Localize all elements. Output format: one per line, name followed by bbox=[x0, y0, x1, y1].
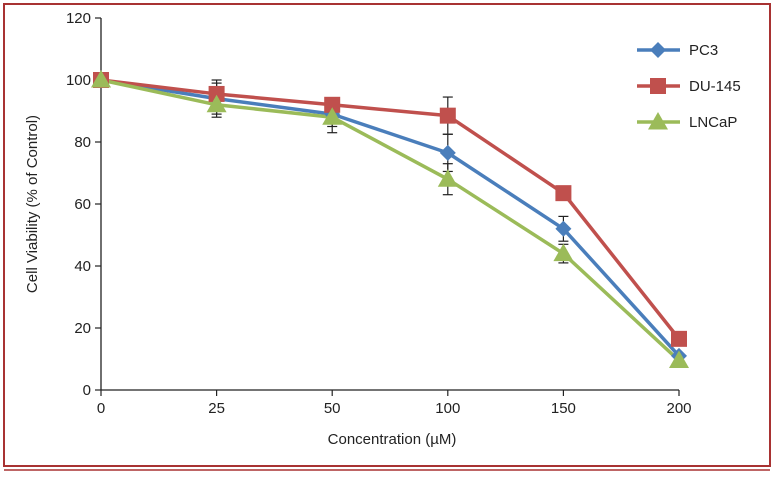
y-tick-label: 60 bbox=[74, 196, 91, 213]
data-point-lncap bbox=[322, 107, 343, 125]
data-point-pc3 bbox=[555, 220, 572, 237]
series-lines bbox=[100, 78, 681, 362]
data-point-du-145 bbox=[324, 96, 341, 113]
data-point-du-145 bbox=[555, 185, 572, 202]
data-point-du-145 bbox=[208, 85, 225, 102]
legend-item-lncap: LNCaP bbox=[637, 112, 737, 131]
legend-marker bbox=[650, 78, 666, 94]
y-tick-label: 80 bbox=[74, 134, 91, 151]
legend-marker bbox=[650, 42, 666, 58]
x-tick-label: 0 bbox=[97, 400, 105, 417]
frame-border bbox=[3, 3, 771, 467]
x-axis-title: Concentration (µM) bbox=[328, 431, 457, 448]
y-tick-label: 100 bbox=[66, 72, 91, 89]
data-point-lncap bbox=[437, 169, 458, 187]
legend-label: LNCaP bbox=[689, 114, 737, 131]
x-tick-label: 25 bbox=[208, 400, 225, 417]
y-tick-label: 20 bbox=[74, 320, 91, 337]
legend-marker bbox=[648, 112, 668, 130]
data-point-lncap bbox=[206, 94, 227, 113]
data-point-pc3 bbox=[439, 144, 456, 161]
y-axis-title: Cell Viability (% of Control) bbox=[24, 115, 41, 293]
series-line-lncap bbox=[100, 78, 681, 362]
x-ticks: 0 25 50 100 150 200 bbox=[97, 390, 692, 417]
x-tick-label: 200 bbox=[666, 400, 691, 417]
data-point-lncap bbox=[669, 350, 689, 369]
x-tick-label: 50 bbox=[324, 400, 341, 417]
y-ticks: 0 20 40 60 80 100 120 bbox=[66, 10, 101, 399]
y-tick-label: 0 bbox=[83, 382, 91, 399]
series-line-pc3 bbox=[100, 78, 681, 358]
legend: PC3 DU-145 LNCaP bbox=[637, 42, 741, 131]
y-tick-label: 120 bbox=[66, 10, 91, 27]
data-point-du-145 bbox=[439, 107, 456, 124]
legend-label: DU-145 bbox=[689, 78, 741, 95]
legend-label: PC3 bbox=[689, 42, 718, 59]
series-markers bbox=[91, 70, 689, 369]
error-bars bbox=[211, 79, 569, 264]
x-tick-label: 150 bbox=[551, 400, 576, 417]
data-point-lncap bbox=[553, 243, 574, 262]
legend-item-du-145: DU-145 bbox=[637, 78, 741, 95]
y-tick-label: 40 bbox=[74, 258, 91, 275]
x-tick-label: 100 bbox=[435, 400, 460, 417]
series-line-du-145 bbox=[100, 78, 681, 340]
legend-item-pc3: PC3 bbox=[637, 42, 718, 59]
data-point-du-145 bbox=[671, 330, 687, 347]
data-point-lncap bbox=[91, 70, 111, 88]
